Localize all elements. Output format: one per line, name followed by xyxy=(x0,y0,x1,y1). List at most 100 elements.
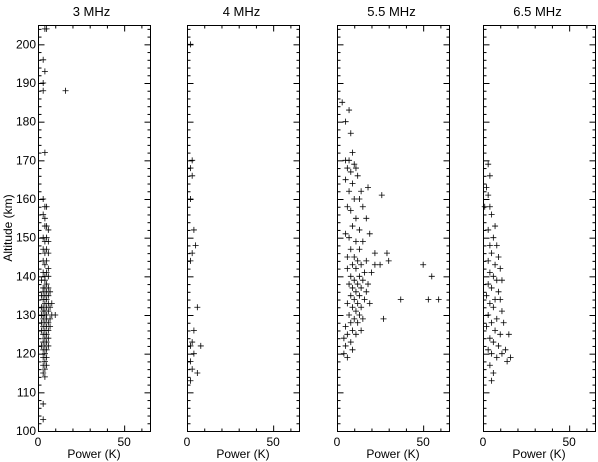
panel-2-title: 4 MHz xyxy=(223,4,261,19)
data-point xyxy=(497,265,504,272)
data-point xyxy=(378,192,385,199)
data-point xyxy=(189,172,196,179)
data-point xyxy=(187,41,194,48)
data-point xyxy=(344,254,351,260)
data-point xyxy=(197,342,204,349)
data-point xyxy=(354,319,361,326)
data-point xyxy=(351,296,358,303)
data-point xyxy=(346,312,353,318)
data-point xyxy=(45,327,52,334)
data-point xyxy=(342,323,349,330)
y-tick-label: 100 xyxy=(16,424,36,438)
data-point xyxy=(359,315,366,322)
data-point xyxy=(486,362,493,369)
data-point xyxy=(490,304,497,311)
data-point xyxy=(41,358,48,365)
x-tick-label: 0 xyxy=(184,435,191,449)
data-point xyxy=(339,99,346,106)
data-point xyxy=(490,273,497,280)
data-point xyxy=(41,261,48,268)
y-tick-label: 190 xyxy=(16,76,36,90)
data-point xyxy=(45,265,52,272)
data-point xyxy=(41,215,48,222)
data-point xyxy=(342,230,349,237)
data-point xyxy=(349,327,356,334)
y-tick-label: 160 xyxy=(16,192,36,206)
data-point xyxy=(354,281,361,288)
data-point xyxy=(192,242,199,249)
data-point xyxy=(354,300,361,307)
data-point xyxy=(43,234,50,241)
data-point xyxy=(45,319,52,326)
data-point xyxy=(361,269,368,276)
data-point xyxy=(190,226,197,233)
data-point xyxy=(498,277,505,284)
data-point xyxy=(347,130,354,137)
data-point xyxy=(43,346,50,353)
data-point xyxy=(493,277,500,284)
data-point xyxy=(356,246,363,253)
data-point xyxy=(346,157,353,164)
data-point xyxy=(187,257,194,264)
data-point xyxy=(365,184,372,191)
panel-3-frame xyxy=(337,25,450,432)
data-point xyxy=(485,257,492,264)
data-point xyxy=(492,327,499,334)
data-point xyxy=(194,370,201,376)
data-point xyxy=(420,261,427,268)
data-point xyxy=(371,261,378,268)
x-tick-label: 50 xyxy=(117,435,131,449)
data-point xyxy=(43,362,50,369)
data-point xyxy=(502,346,509,353)
data-point xyxy=(41,149,48,156)
data-point xyxy=(352,331,359,338)
y-tick-label: 120 xyxy=(16,347,36,361)
data-point xyxy=(498,308,505,315)
y-tick-label: 130 xyxy=(16,308,36,322)
data-point xyxy=(377,261,384,268)
data-point xyxy=(43,246,50,253)
data-point xyxy=(492,261,499,268)
data-point xyxy=(358,188,365,195)
data-point xyxy=(488,211,495,218)
data-point xyxy=(190,350,197,357)
data-point xyxy=(483,323,490,330)
data-point xyxy=(485,226,492,233)
data-point xyxy=(349,261,356,268)
panel-4: 6.5 MHz 0 50 Power (K) xyxy=(480,4,596,461)
data-point xyxy=(43,296,50,303)
data-point xyxy=(346,281,353,288)
data-point xyxy=(488,377,495,384)
data-point xyxy=(495,254,502,260)
panel-2-ticks: 0 50 xyxy=(184,25,300,449)
data-point xyxy=(495,288,502,295)
data-point xyxy=(62,87,69,94)
data-point xyxy=(45,292,52,299)
data-point xyxy=(488,319,495,326)
data-point xyxy=(371,250,378,257)
data-point xyxy=(346,188,353,195)
data-point xyxy=(43,331,50,338)
data-point xyxy=(380,315,387,322)
data-point xyxy=(486,242,493,249)
panel-3: 5.5 MHz 0 50 Power (K) xyxy=(334,4,450,461)
data-point xyxy=(351,315,358,322)
data-point xyxy=(347,207,354,214)
data-point xyxy=(342,342,349,349)
data-point xyxy=(45,226,52,233)
data-point xyxy=(52,312,59,318)
data-point xyxy=(490,234,497,241)
data-point xyxy=(344,165,351,172)
data-point xyxy=(41,366,48,373)
data-point xyxy=(340,335,347,342)
data-point xyxy=(347,273,354,280)
data-point xyxy=(43,25,50,32)
panel-1: 3 MHz 100 110 120 130 140 150 160 170 180 190 200 0… xyxy=(16,4,151,461)
data-point xyxy=(342,118,349,125)
y-tick-label: 150 xyxy=(16,231,36,245)
data-point xyxy=(344,331,351,338)
data-point xyxy=(356,226,363,233)
data-point xyxy=(361,296,368,303)
data-point xyxy=(435,296,442,303)
data-point xyxy=(349,223,356,230)
